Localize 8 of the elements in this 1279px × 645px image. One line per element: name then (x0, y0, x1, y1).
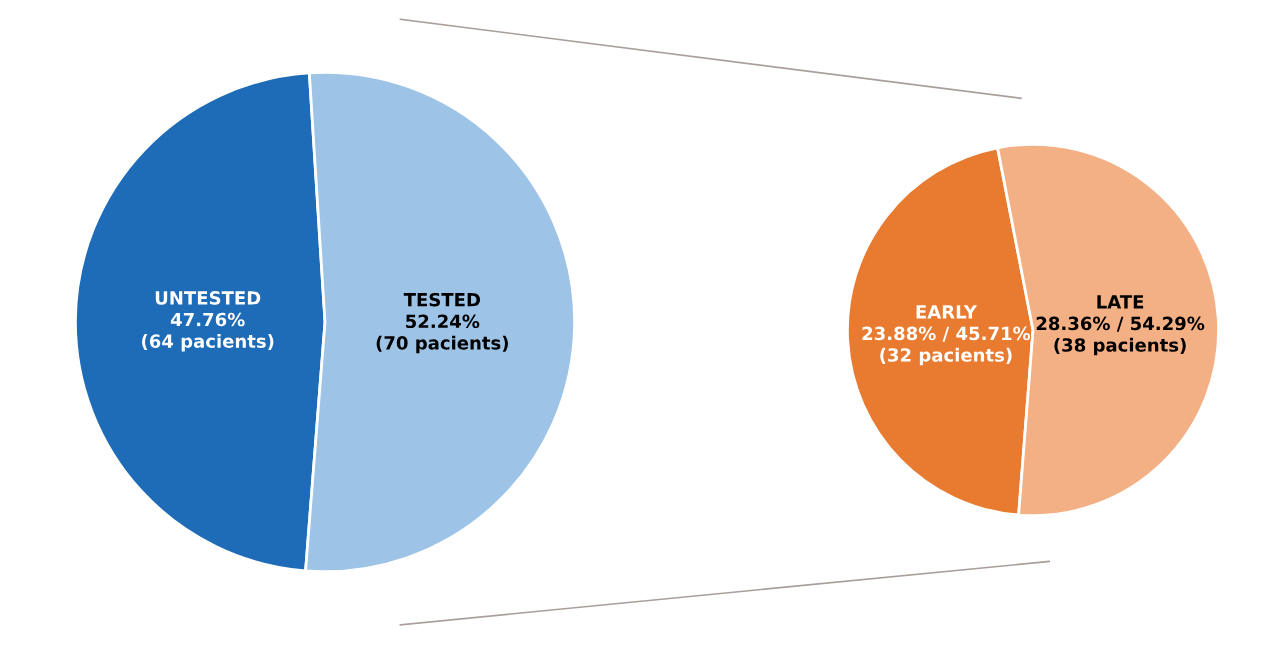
data-label: 47.76% (64 pacients) (142, 312, 274, 352)
slice-label: LATE (1097, 295, 1144, 309)
slice-label: TESTED (403, 292, 481, 307)
slice-label: UNTESTED (155, 291, 261, 305)
slice-label: EARLY (916, 305, 978, 319)
data-label: 23.88% / 45.71% (32 pacients) (862, 326, 1031, 366)
data-label: 28.36% / 54.29% (38 pacients) (1036, 316, 1205, 356)
data-label: 52.24% (70 pacients) (376, 314, 508, 354)
